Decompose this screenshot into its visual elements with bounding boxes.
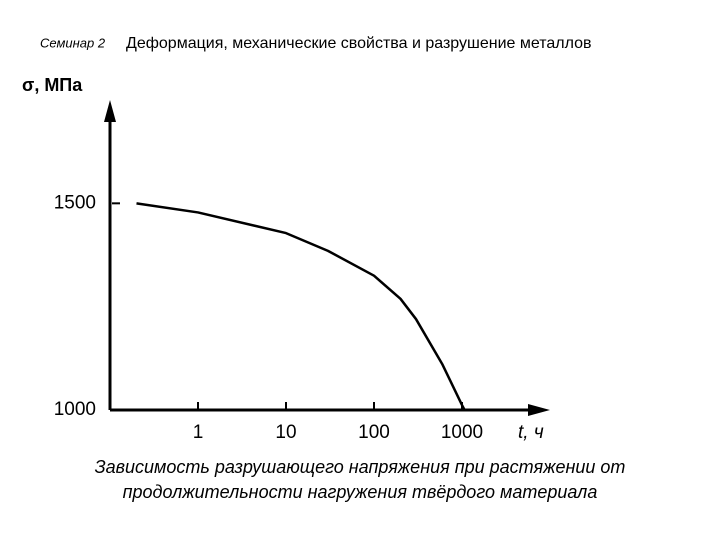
x-axis-arrow	[528, 404, 550, 416]
x-tick-label: 1000	[441, 422, 483, 443]
x-tick-label: 10	[275, 422, 296, 443]
slide-title: Деформация, механические свойства и разр…	[126, 35, 592, 52]
x-tick-label: 1	[193, 422, 204, 443]
seminar-label: Семинар 2	[40, 35, 106, 50]
x-axis-label: t, ч	[518, 422, 544, 443]
curve	[136, 202, 466, 411]
y-tick-label: 1000	[54, 399, 96, 420]
x-tick-label: 100	[358, 422, 390, 443]
y-axis-label: σ, МПа	[22, 75, 83, 95]
y-tick-label: 1500	[54, 192, 96, 213]
caption-line: Зависимость разрушающего напряжения при …	[95, 457, 626, 477]
caption-line: продолжительности нагружения твёрдого ма…	[123, 482, 598, 502]
y-axis-arrow	[104, 100, 116, 122]
